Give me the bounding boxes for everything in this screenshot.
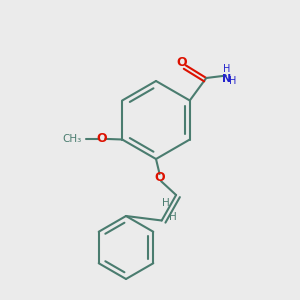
- Text: CH₃: CH₃: [62, 134, 82, 144]
- Text: O: O: [97, 132, 107, 146]
- Text: H: H: [162, 197, 170, 208]
- Text: H: H: [223, 64, 230, 74]
- Text: H: H: [169, 212, 177, 223]
- Text: N: N: [222, 74, 231, 84]
- Text: H: H: [229, 76, 236, 86]
- Text: O: O: [177, 56, 187, 70]
- Text: O: O: [154, 171, 165, 184]
